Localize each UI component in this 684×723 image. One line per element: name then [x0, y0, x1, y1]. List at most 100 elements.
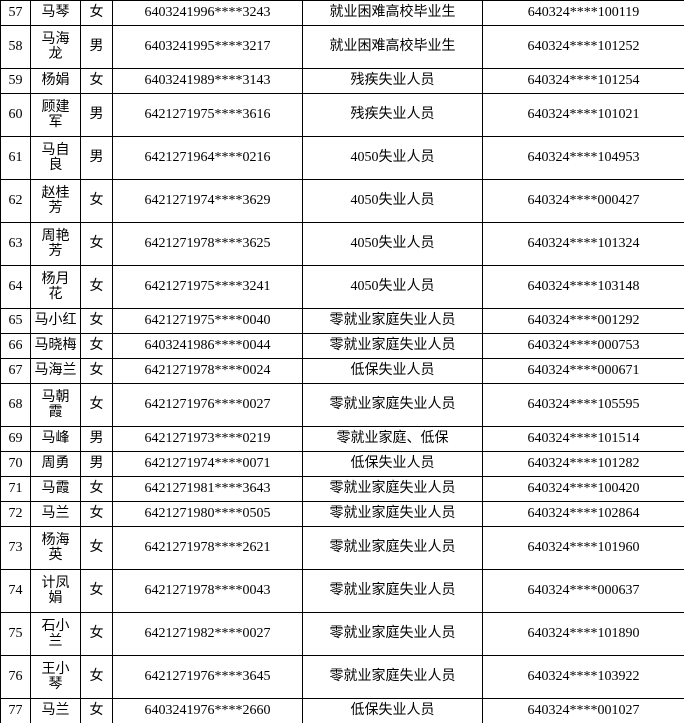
row-index-cell: 62 — [1, 180, 31, 223]
category-cell: 4050失业人员 — [303, 266, 483, 309]
name-cell: 周艳芳 — [31, 223, 81, 266]
gender-cell: 女 — [81, 334, 113, 359]
code-cell: 640324****101324 — [483, 223, 684, 266]
table-row: 63周艳芳女6421271978****36254050失业人员640324**… — [1, 223, 684, 266]
gender-cell: 男 — [81, 26, 113, 69]
row-index-cell: 72 — [1, 502, 31, 527]
gender-cell: 男 — [81, 427, 113, 452]
name-cell: 马小红 — [31, 309, 81, 334]
gender-cell: 男 — [81, 94, 113, 137]
id-number-cell: 6421271976****0027 — [113, 384, 303, 427]
code-cell: 640324****105595 — [483, 384, 684, 427]
id-number-cell: 6421271981****3643 — [113, 477, 303, 502]
table-row: 58马海龙男6403241995****3217就业困难高校毕业生640324*… — [1, 26, 684, 69]
name-cell: 计凤娟 — [31, 570, 81, 613]
gender-cell: 女 — [81, 180, 113, 223]
code-cell: 640324****000671 — [483, 359, 684, 384]
id-number-cell: 6421271975****3616 — [113, 94, 303, 137]
gender-cell: 女 — [81, 223, 113, 266]
category-cell: 零就业家庭失业人员 — [303, 309, 483, 334]
name-cell: 杨月花 — [31, 266, 81, 309]
code-cell: 640324****000753 — [483, 334, 684, 359]
category-cell: 零就业家庭失业人员 — [303, 656, 483, 699]
row-index-cell: 77 — [1, 699, 31, 723]
code-cell: 640324****101021 — [483, 94, 684, 137]
name-cell: 顾建军 — [31, 94, 81, 137]
table-row: 76王小琴女6421271976****3645零就业家庭失业人员640324*… — [1, 656, 684, 699]
gender-cell: 女 — [81, 502, 113, 527]
gender-cell: 女 — [81, 477, 113, 502]
row-index-cell: 63 — [1, 223, 31, 266]
row-index-cell: 73 — [1, 527, 31, 570]
code-cell: 640324****101254 — [483, 69, 684, 94]
category-cell: 4050失业人员 — [303, 137, 483, 180]
gender-cell: 女 — [81, 1, 113, 26]
code-cell: 640324****001292 — [483, 309, 684, 334]
id-number-cell: 6421271978****2621 — [113, 527, 303, 570]
id-number-cell: 6403241996****3243 — [113, 1, 303, 26]
table-row: 61马自良男6421271964****02164050失业人员640324**… — [1, 137, 684, 180]
row-index-cell: 65 — [1, 309, 31, 334]
gender-cell: 女 — [81, 309, 113, 334]
code-cell: 640324****104953 — [483, 137, 684, 180]
id-number-cell: 6421271974****3629 — [113, 180, 303, 223]
gender-cell: 女 — [81, 359, 113, 384]
table-row: 66马晓梅女6403241986****0044零就业家庭失业人员640324*… — [1, 334, 684, 359]
name-cell: 马峰 — [31, 427, 81, 452]
table-row: 71马霞女6421271981****3643零就业家庭失业人员640324**… — [1, 477, 684, 502]
table-row: 59杨娟女6403241989****3143残疾失业人员640324****1… — [1, 69, 684, 94]
category-cell: 低保失业人员 — [303, 699, 483, 723]
category-cell: 就业困难高校毕业生 — [303, 1, 483, 26]
gender-cell: 男 — [81, 452, 113, 477]
row-index-cell: 74 — [1, 570, 31, 613]
table-row: 74计凤娟女6421271978****0043零就业家庭失业人员640324*… — [1, 570, 684, 613]
category-cell: 零就业家庭失业人员 — [303, 613, 483, 656]
id-number-cell: 6403241976****2660 — [113, 699, 303, 723]
code-cell: 640324****100119 — [483, 1, 684, 26]
code-cell: 640324****103148 — [483, 266, 684, 309]
id-number-cell: 6403241989****3143 — [113, 69, 303, 94]
row-index-cell: 64 — [1, 266, 31, 309]
category-cell: 残疾失业人员 — [303, 69, 483, 94]
table-body: 57马琴女6403241996****3243就业困难高校毕业生640324**… — [1, 1, 684, 723]
name-cell: 马自良 — [31, 137, 81, 180]
gender-cell: 女 — [81, 699, 113, 723]
id-number-cell: 6403241995****3217 — [113, 26, 303, 69]
row-index-cell: 68 — [1, 384, 31, 427]
name-cell: 王小琴 — [31, 656, 81, 699]
table-row: 57马琴女6403241996****3243就业困难高校毕业生640324**… — [1, 1, 684, 26]
id-number-cell: 6421271976****3645 — [113, 656, 303, 699]
row-index-cell: 71 — [1, 477, 31, 502]
name-cell: 杨海英 — [31, 527, 81, 570]
gender-cell: 女 — [81, 527, 113, 570]
id-number-cell: 6421271964****0216 — [113, 137, 303, 180]
category-cell: 零就业家庭失业人员 — [303, 334, 483, 359]
gender-cell: 女 — [81, 656, 113, 699]
category-cell: 零就业家庭失业人员 — [303, 502, 483, 527]
table-row: 69马峰男6421271973****0219零就业家庭、低保640324***… — [1, 427, 684, 452]
table-row: 68马朝霞女6421271976****0027零就业家庭失业人员640324*… — [1, 384, 684, 427]
name-cell: 杨娟 — [31, 69, 81, 94]
code-cell: 640324****101252 — [483, 26, 684, 69]
table-row: 60顾建军男6421271975****3616残疾失业人员640324****… — [1, 94, 684, 137]
category-cell: 4050失业人员 — [303, 223, 483, 266]
row-index-cell: 66 — [1, 334, 31, 359]
code-cell: 640324****101890 — [483, 613, 684, 656]
category-cell: 低保失业人员 — [303, 359, 483, 384]
code-cell: 640324****100420 — [483, 477, 684, 502]
category-cell: 就业困难高校毕业生 — [303, 26, 483, 69]
name-cell: 石小兰 — [31, 613, 81, 656]
row-index-cell: 59 — [1, 69, 31, 94]
id-number-cell: 6421271982****0027 — [113, 613, 303, 656]
gender-cell: 女 — [81, 69, 113, 94]
table-row: 64杨月花女6421271975****32414050失业人员640324**… — [1, 266, 684, 309]
category-cell: 零就业家庭失业人员 — [303, 527, 483, 570]
code-cell: 640324****101514 — [483, 427, 684, 452]
category-cell: 零就业家庭失业人员 — [303, 570, 483, 613]
code-cell: 640324****001027 — [483, 699, 684, 723]
name-cell: 马霞 — [31, 477, 81, 502]
id-number-cell: 6421271980****0505 — [113, 502, 303, 527]
table-row: 70周勇男6421271974****0071低保失业人员640324****1… — [1, 452, 684, 477]
code-cell: 640324****000427 — [483, 180, 684, 223]
code-cell: 640324****000637 — [483, 570, 684, 613]
